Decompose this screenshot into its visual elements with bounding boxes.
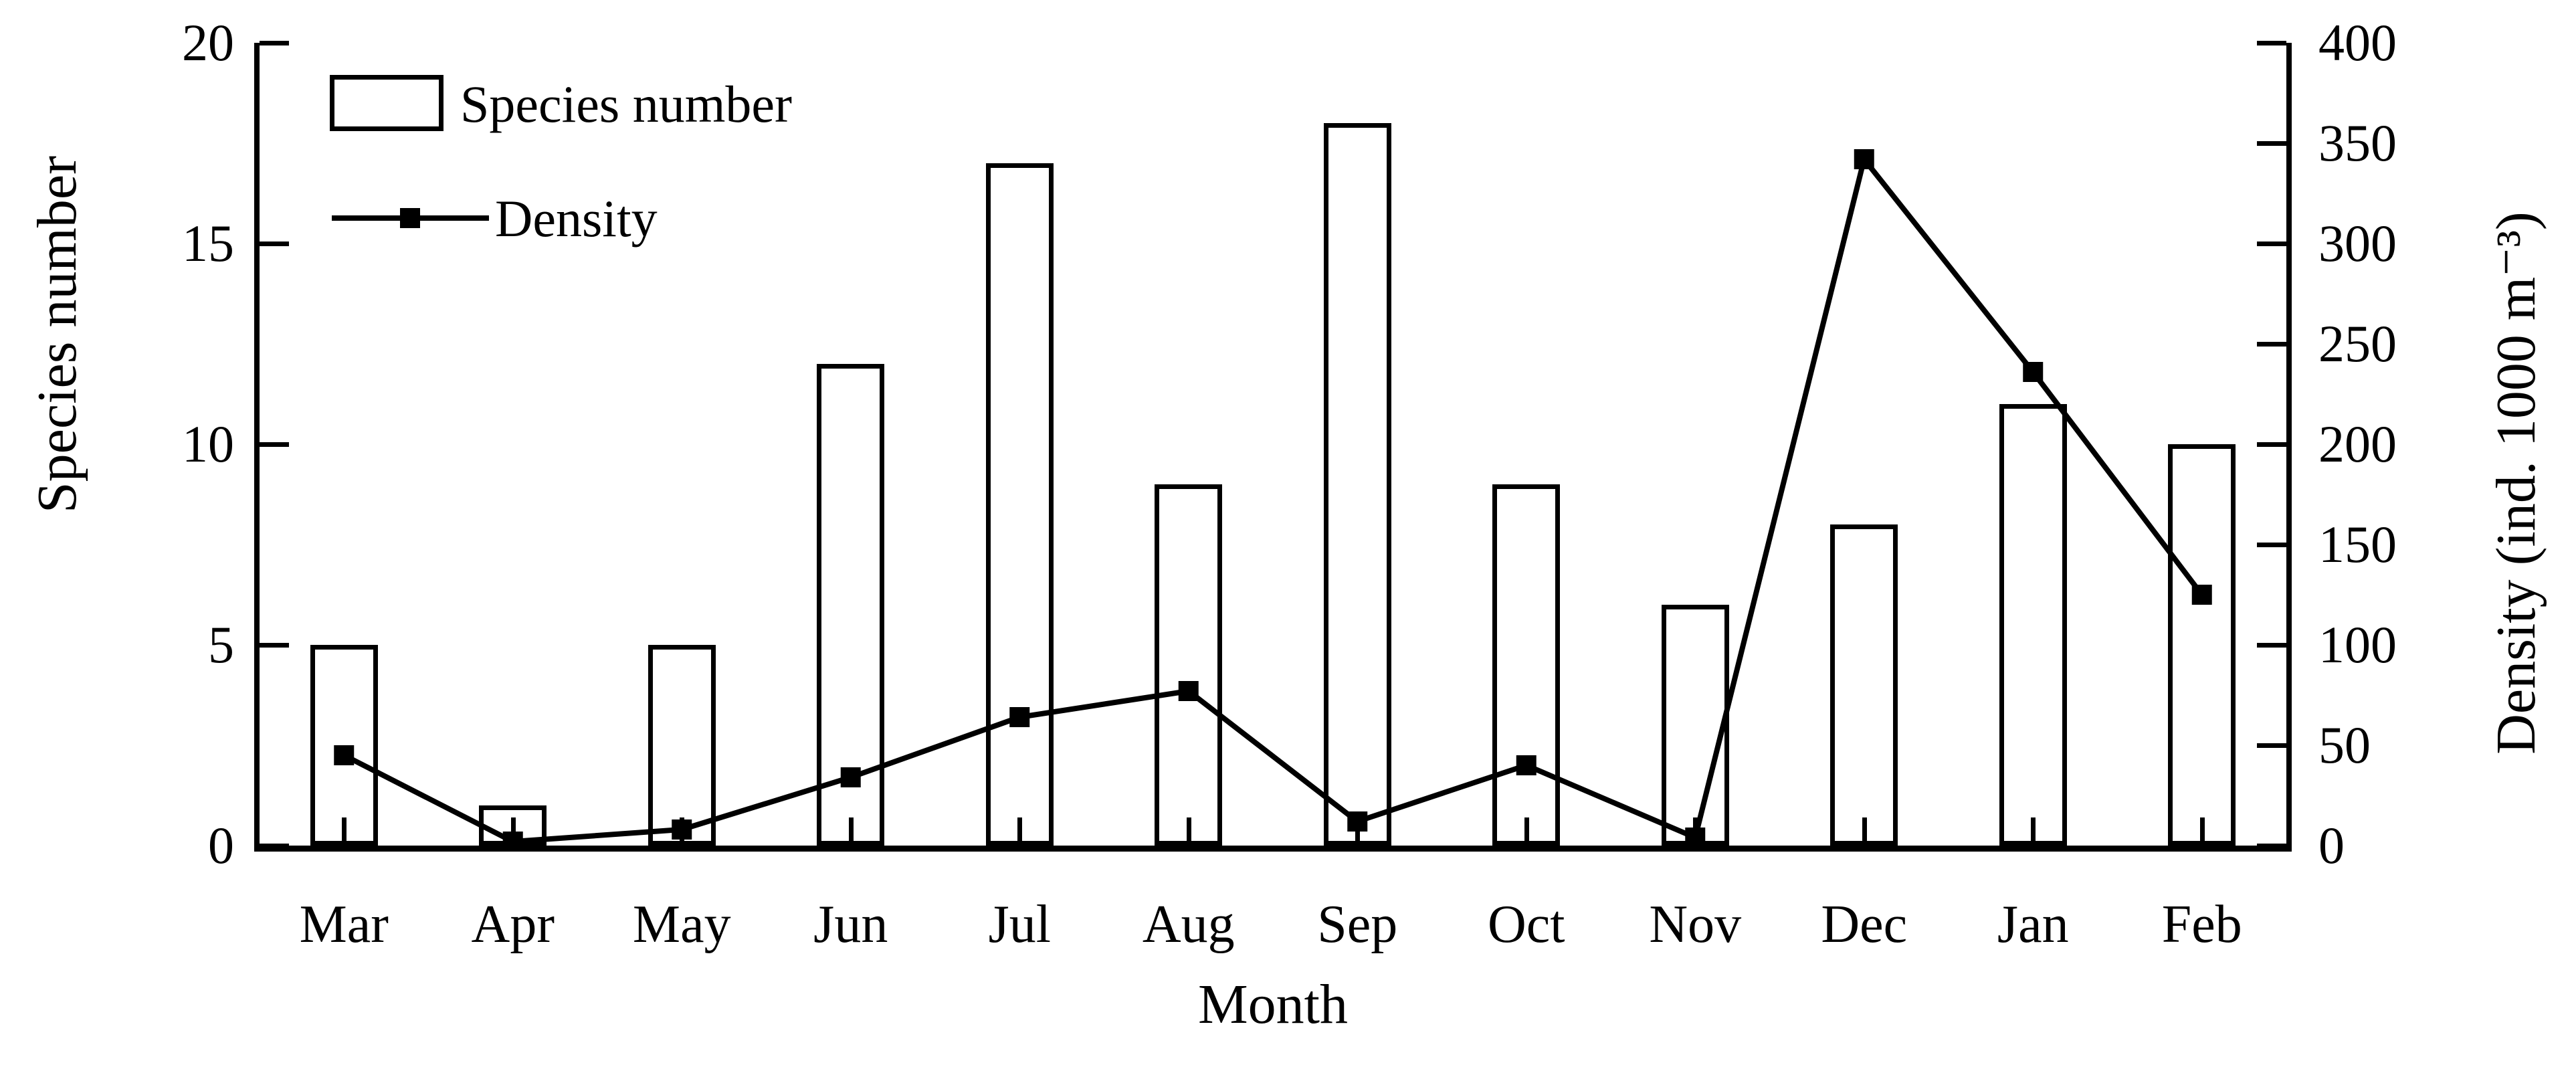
density-marker-oct <box>1516 755 1537 775</box>
x-tick-label-nov: Nov <box>1649 895 1742 954</box>
y-right-tick-label: 300 <box>2318 214 2397 272</box>
y-right-tick-label: 350 <box>2318 114 2397 172</box>
x-tick-label-jan: Jan <box>1997 895 2069 954</box>
x-tick <box>1355 817 1361 846</box>
y-right-tick <box>2257 241 2286 246</box>
y-left-tick-label: 5 <box>208 615 234 674</box>
species-bar-sep <box>1323 123 1391 846</box>
y-left-tick <box>260 643 289 648</box>
legend-bar-swatch-icon <box>330 75 443 131</box>
species-bar-oct <box>1492 484 1561 846</box>
species-bar-dec <box>1830 524 1898 846</box>
y-left-tick <box>260 241 289 246</box>
y-right-tick <box>2257 342 2286 347</box>
x-tick-label-may: May <box>632 895 731 954</box>
y-right-tick <box>2257 844 2286 848</box>
x-tick <box>1017 817 1023 846</box>
y-right-tick <box>2257 543 2286 547</box>
y-right-tick-label: 400 <box>2318 13 2397 72</box>
y-right-tick-label: 250 <box>2318 314 2397 373</box>
y-right-tick-label: 150 <box>2318 515 2397 573</box>
y-right-axis-title: Density (ind. 1000 m⁻³) <box>2485 211 2547 755</box>
x-tick <box>2031 817 2036 846</box>
y-right-tick-label: 100 <box>2318 615 2397 674</box>
y-right-tick-label: 50 <box>2318 716 2371 774</box>
x-tick <box>1862 817 1867 846</box>
species-bar-aug <box>1155 484 1223 846</box>
y-right-tick <box>2257 442 2286 447</box>
x-tick-label-aug: Aug <box>1142 895 1235 954</box>
legend-label-species-number: Species number <box>460 75 793 133</box>
y-left-tick-label: 15 <box>182 214 234 272</box>
x-tick-label-dec: Dec <box>1821 895 1908 954</box>
x-tick-label-apr: Apr <box>471 895 555 954</box>
species-bar-nov <box>1661 605 1729 846</box>
legend: Species number Density <box>260 43 1263 324</box>
y-left-tick-label: 0 <box>208 816 234 874</box>
y-left-tick <box>260 844 289 848</box>
x-tick <box>342 817 347 846</box>
x-tick <box>680 817 685 846</box>
species-bar-jan <box>1999 404 2067 846</box>
y-right-tick <box>2257 41 2286 45</box>
y-left-axis-title: Species number <box>26 155 88 514</box>
x-tick-label-feb: Feb <box>2161 895 2242 954</box>
x-tick <box>1524 817 1529 846</box>
y-right-tick-label: 0 <box>2318 816 2345 874</box>
y-left-tick <box>260 41 289 45</box>
x-tick-label-sep: Sep <box>1317 895 1398 954</box>
y-right-tick <box>2257 743 2286 748</box>
legend-square-marker-icon <box>400 208 420 228</box>
density-marker-jul <box>1009 707 1030 727</box>
x-tick-label-jul: Jul <box>988 895 1051 954</box>
density-marker-aug <box>1178 681 1199 701</box>
density-marker-mar <box>334 745 355 765</box>
density-marker-feb <box>2191 585 2212 605</box>
x-tick <box>2199 817 2205 846</box>
species-bar-jun <box>817 364 885 846</box>
legend-label-density: Density <box>495 189 658 248</box>
y-left-tick <box>260 442 289 447</box>
y-right-tick-label: 200 <box>2318 415 2397 473</box>
x-tick-label-oct: Oct <box>1487 895 1565 954</box>
x-tick <box>1186 817 1191 846</box>
x-axis-title: Month <box>1197 973 1349 1036</box>
density-marker-dec <box>1854 149 1874 169</box>
x-tick <box>1693 817 1698 846</box>
density-line <box>342 153 2204 845</box>
y-left-tick-label: 20 <box>182 13 234 72</box>
x-tick <box>848 817 854 846</box>
y-right-tick <box>2257 141 2286 146</box>
y-right-tick <box>2257 643 2286 648</box>
x-tick-label-mar: Mar <box>299 895 389 954</box>
density-marker-jan <box>2023 362 2044 382</box>
plot-area <box>254 41 2292 852</box>
x-tick <box>510 817 516 846</box>
species-bar-jul <box>985 163 1054 846</box>
density-marker-jun <box>840 767 861 787</box>
species-bar-feb <box>2168 444 2236 846</box>
x-tick-label-jun: Jun <box>813 895 888 954</box>
y-left-tick-label: 10 <box>182 415 234 473</box>
